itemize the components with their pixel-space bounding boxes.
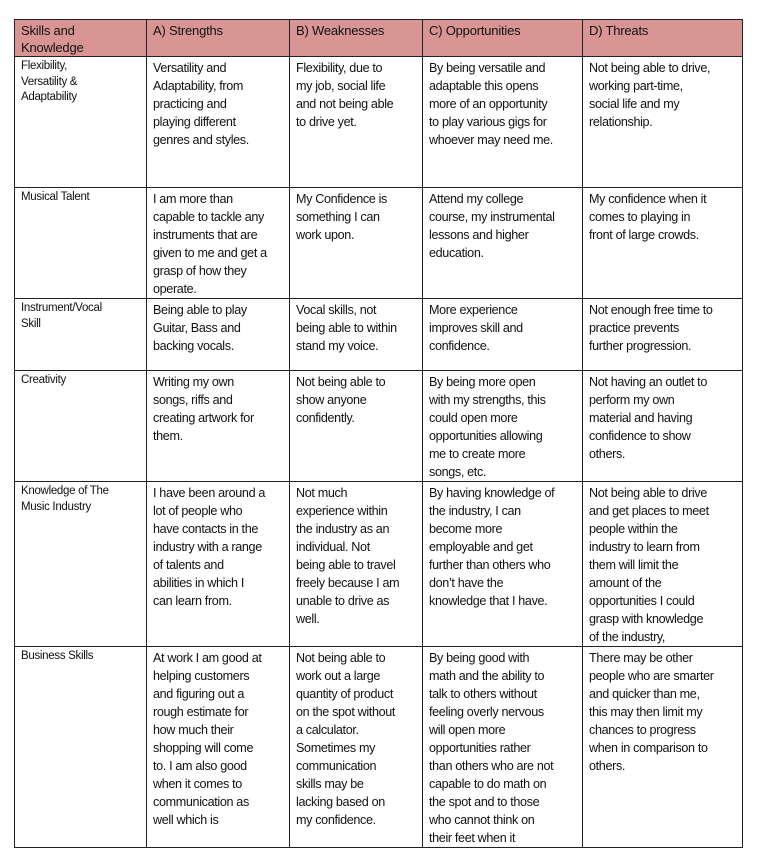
opportunities-cell: By being more open with my strengths, th… xyxy=(422,370,583,482)
threats-cell: Not being able to drive and get places t… xyxy=(582,481,743,647)
opportunities-cell: More experience improves skill and confi… xyxy=(422,298,583,371)
skill-cell: Musical Talent xyxy=(14,187,147,299)
table-row: Instrument/Vocal Skill Being able to play… xyxy=(14,298,743,371)
strengths-cell: Writing my own songs, riffs and creating… xyxy=(146,370,290,482)
strengths-cell: I have been around a lot of people who h… xyxy=(146,481,290,647)
table-row: Flexibility, Versatility & Adaptability V… xyxy=(14,56,743,188)
opportunities-cell: By being good with math and the ability … xyxy=(422,646,583,848)
header-weaknesses: B) Weaknesses xyxy=(289,19,423,57)
weaknesses-cell: Not being able to work out a large quant… xyxy=(289,646,423,848)
table-row: Creativity Writing my own songs, riffs an… xyxy=(14,370,743,482)
skill-cell: Knowledge of The Music Industry xyxy=(14,481,147,647)
weaknesses-cell: Not being able to show anyone confidentl… xyxy=(289,370,423,482)
header-opportunities: C) Opportunities xyxy=(422,19,583,57)
strengths-cell: Being able to play Guitar, Bass and back… xyxy=(146,298,290,371)
strengths-cell: At work I am good at helping customers a… xyxy=(146,646,290,848)
header-skills: Skills and Knowledge xyxy=(14,19,147,57)
threats-cell: My confidence when it comes to playing i… xyxy=(582,187,743,299)
threats-cell: Not enough free time to practice prevent… xyxy=(582,298,743,371)
threats-cell: There may be other people who are smarte… xyxy=(582,646,743,848)
weaknesses-cell: Vocal skills, not being able to within s… xyxy=(289,298,423,371)
strengths-cell: I am more than capable to tackle any ins… xyxy=(146,187,290,299)
threats-cell: Not having an outlet to perform my own m… xyxy=(582,370,743,482)
skill-cell: Creativity xyxy=(14,370,147,482)
opportunities-cell: Attend my college course, my instrumenta… xyxy=(422,187,583,299)
weaknesses-cell: Flexibility, due to my job, social life … xyxy=(289,56,423,188)
weaknesses-cell: Not much experience within the industry … xyxy=(289,481,423,647)
threats-cell: Not being able to drive, working part-ti… xyxy=(582,56,743,188)
table-row: Business Skills At work I am good at help… xyxy=(14,646,743,848)
skill-cell: Instrument/Vocal Skill xyxy=(14,298,147,371)
opportunities-cell: By having knowledge of the industry, I c… xyxy=(422,481,583,647)
strengths-cell: Versatility and Adaptability, from pract… xyxy=(146,56,290,188)
weaknesses-cell: My Confidence is something I can work up… xyxy=(289,187,423,299)
table-row: Musical Talent I am more than capable to … xyxy=(14,187,743,299)
header-threats: D) Threats xyxy=(582,19,743,57)
swot-table: Skills and Knowledge A) Strengths B) Wea… xyxy=(14,19,743,848)
table-row: Knowledge of The Music Industry I have be… xyxy=(14,481,743,647)
skill-cell: Business Skills xyxy=(14,646,147,848)
skill-cell: Flexibility, Versatility & Adaptability xyxy=(14,56,147,188)
opportunities-cell: By being versatile and adaptable this op… xyxy=(422,56,583,188)
header-strengths: A) Strengths xyxy=(146,19,290,57)
header-row: Skills and Knowledge A) Strengths B) Wea… xyxy=(14,19,743,57)
